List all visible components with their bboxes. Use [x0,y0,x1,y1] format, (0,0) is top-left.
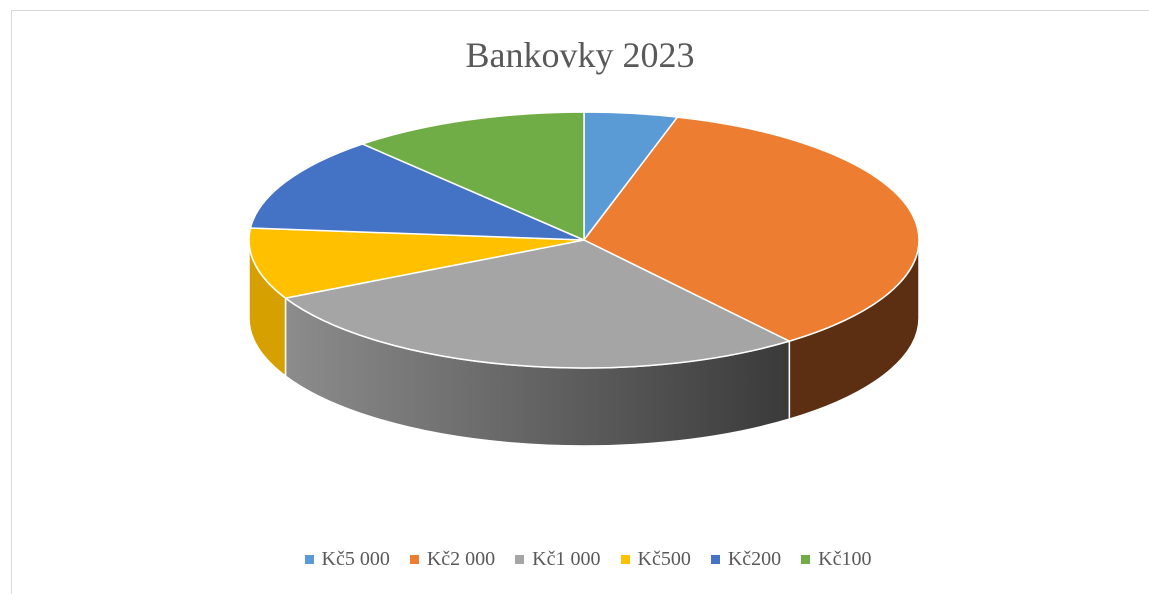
legend-label: Kč100 [818,548,872,570]
legend-item: Kč500 [620,548,691,571]
legend-label: Kč2 000 [426,548,496,570]
legend-label: Kč1 000 [532,548,601,570]
legend-swatch [409,555,419,564]
legend-swatch [620,555,630,564]
legend-item: Kč100 [801,548,871,571]
pie-slice [249,143,585,241]
legend-label: Kč500 [637,548,691,570]
legend-item: Kč200 [710,548,782,571]
legend-swatch [801,555,811,564]
chart-legend: Kč5 000 Kč2 000 Kč1 000 Kč500 Kč200 Kč100 [0,548,1149,571]
legend-label: Kč200 [727,548,782,570]
pie-slice [583,116,920,342]
pie-slice [284,239,791,369]
pie-slice [248,227,585,299]
legend-item: Kč5 000 [304,548,390,571]
legend-label: Kč5 000 [321,548,390,570]
legend-swatch [515,555,525,564]
legend-swatch [304,555,314,564]
legend-item: Kč1 000 [515,548,601,571]
chart-title: Bankovky 2023 [465,35,695,75]
legend-item: Kč2 000 [409,548,496,571]
legend-swatch [710,555,720,564]
pie-slice [361,111,585,241]
